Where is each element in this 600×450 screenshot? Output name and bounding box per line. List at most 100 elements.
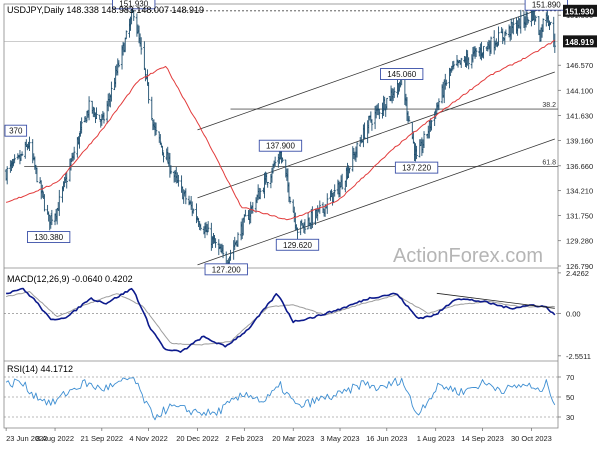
x-tick-label: 3 May 2023 [320, 434, 359, 443]
peak-price-badge-bg [563, 4, 597, 17]
ohlc-bar [348, 167, 351, 174]
price-labels-layer: 151.930 151.890 145.060 137.900 137.220 129.6… [4, 0, 568, 276]
ohlc-bar [199, 223, 202, 231]
watermark: ActionForex.com [393, 245, 543, 267]
ohlc-bar [326, 193, 329, 214]
axes-layer: 151.500146.570144.100141.630139.160136.6… [5, 4, 597, 443]
rsi-line [5, 377, 556, 421]
ohlc-bar [83, 116, 87, 123]
peak-price-badge-label: 151.930 [565, 7, 594, 16]
ohlc-bar [95, 107, 98, 120]
ohlc-bar [534, 15, 537, 22]
macd-signal-line [5, 291, 555, 346]
ohlc-bar [206, 221, 210, 233]
price-annotation-label: 130.380 [34, 233, 63, 242]
price-annotation-label: 137.900 [266, 142, 295, 151]
ohlc-bar [244, 209, 247, 217]
ohlc-bar [169, 165, 173, 175]
ohlc-bar [519, 9, 522, 34]
ohlc-bar [452, 60, 455, 70]
price-annotation-label: 145.060 [387, 70, 416, 79]
macd-line [6, 287, 556, 353]
peak-price-badge: 151.930 [563, 4, 597, 17]
ohlc-bar [117, 60, 121, 68]
ohlc-bar [549, 21, 552, 25]
price-annotation: 127.200 [204, 263, 248, 276]
rsi-layer [4, 376, 558, 421]
channel-lower-line [197, 138, 555, 266]
ohlc-bar [393, 87, 396, 99]
x-tick-label: 20 Mar 2023 [272, 434, 314, 443]
x-tick-label: 21 Sep 2022 [81, 434, 124, 443]
ohlc-bar [41, 184, 44, 198]
price-annotation-box [394, 161, 439, 174]
ohlc-bar [87, 96, 91, 121]
ohlc-bar [162, 152, 165, 163]
price-annotation-box [275, 238, 320, 251]
price-annotation-label: 151.890 [532, 1, 561, 10]
ohlc-bar [98, 114, 101, 121]
ohlc-bar [110, 81, 113, 102]
last-price-badge: 148.919 [563, 35, 597, 48]
ohlc-bar [214, 238, 217, 248]
ohlc-bar [363, 122, 366, 139]
ohlc-bar [5, 166, 9, 185]
ohlc-bar [504, 29, 508, 36]
ohlc-bar [541, 18, 545, 32]
ohlc-bar [512, 18, 515, 35]
rsi-panel-title: RSI(14) 44.1712 [7, 364, 73, 374]
price-annotation-box [380, 68, 424, 80]
ohlc-bar [525, 12, 529, 25]
ohlc-bar [84, 117, 88, 123]
ohlc-bar [288, 196, 292, 204]
price-tick-label: 134.210 [566, 187, 593, 196]
price-tick-label: 131.750 [566, 212, 593, 221]
ohlc-bar [184, 188, 188, 205]
ohlc-bar [144, 68, 147, 82]
ohlc-bar [221, 244, 225, 259]
rsi-tick-label: 70 [566, 373, 574, 382]
ohlc-bar [422, 131, 426, 149]
ohlc-bar [143, 41, 146, 70]
rsi-tick-label: 30 [566, 413, 574, 422]
x-tick-label: 20 Dec 2022 [176, 434, 219, 443]
price-annotation-box [4, 124, 28, 137]
ohlc-bar [407, 116, 411, 122]
price-annotation-box [524, 0, 568, 11]
ohlc-bar [65, 171, 68, 189]
ohlc-bar [460, 57, 463, 68]
macd-trendline [436, 292, 555, 309]
macd-tick-label: -2.5511 [566, 352, 591, 361]
ohlc-bar [497, 26, 500, 46]
x-tick-label: 16 Jun 2023 [366, 434, 407, 443]
channel-middle-line [197, 71, 555, 199]
ohlc-bar [445, 79, 448, 86]
macd-layer [4, 287, 558, 353]
fib-level-label: 61.8 [542, 159, 556, 166]
moving-average-line [5, 39, 556, 221]
ohlc-bar [296, 227, 299, 240]
ohlc-bar [437, 98, 441, 111]
price-annotation-label: 137.220 [402, 164, 431, 173]
ohlc-bar [467, 57, 470, 70]
price-tick-label: 139.160 [566, 136, 593, 145]
ohlc-bar [229, 249, 232, 261]
ohlc-bar [139, 37, 143, 55]
ohlc-bar [13, 154, 16, 164]
ohlc-bar [273, 156, 277, 167]
ohlc-bar [501, 28, 504, 45]
ohlc-bar [80, 117, 83, 134]
macd-tick-label: 2.4262 [566, 269, 589, 278]
price-annotation-box [204, 263, 248, 276]
macd-panel-title: MACD(12,26,9) -0.0640 0.4202 [7, 274, 133, 284]
x-tick-label: 2 Feb 2023 [225, 434, 263, 443]
ohlc-bar [28, 136, 31, 151]
last-price-badge-bg [563, 35, 597, 48]
price-annotation-box [112, 0, 156, 10]
x-tick-label: 30 Oct 2023 [511, 434, 552, 443]
ohlc-bar [43, 194, 46, 212]
ohlc-bar [150, 96, 154, 121]
price-tick-label: 146.570 [566, 61, 593, 70]
ohlc-bar [154, 122, 158, 136]
